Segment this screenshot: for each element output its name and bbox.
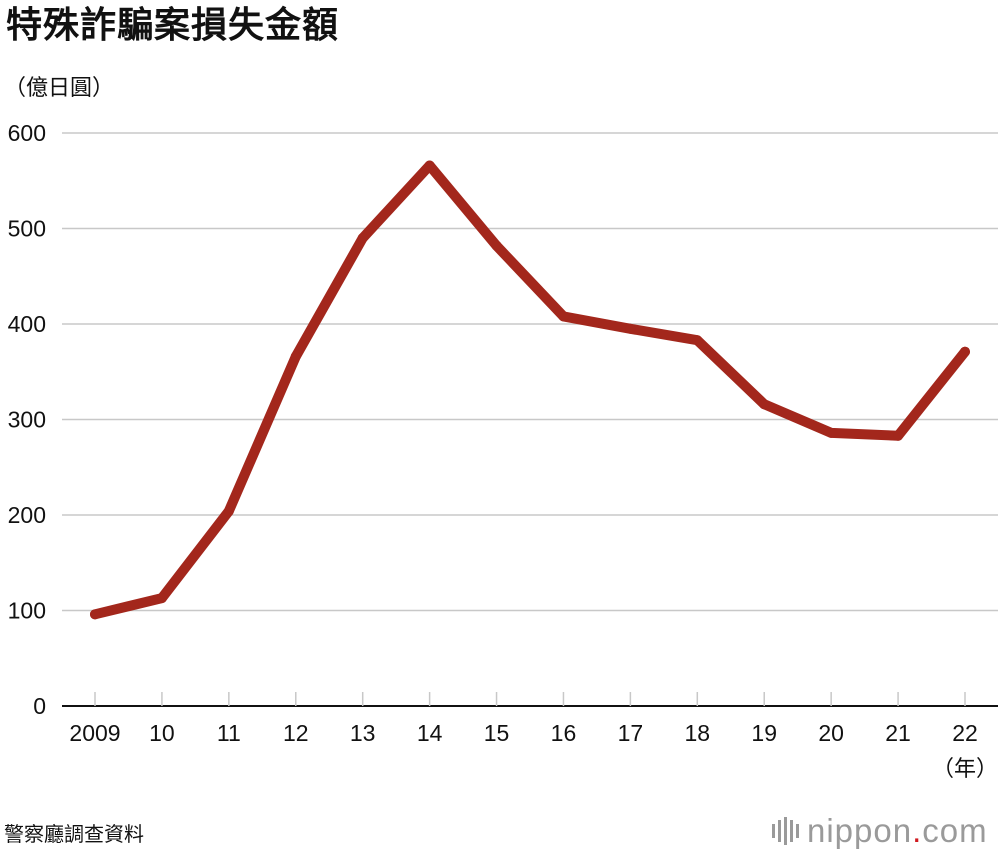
x-tick-label: 11 bbox=[217, 720, 241, 746]
data-point bbox=[960, 346, 970, 357]
nippon-bars-icon bbox=[772, 817, 799, 845]
x-tick-label: 21 bbox=[885, 720, 911, 746]
y-tick-label: 200 bbox=[8, 502, 46, 528]
x-tick-label: 18 bbox=[685, 720, 711, 746]
x-tick-label: 15 bbox=[484, 720, 510, 746]
data-series bbox=[90, 160, 970, 620]
y-tick-label: 500 bbox=[8, 216, 46, 242]
y-tick-label: 400 bbox=[8, 311, 46, 337]
source-credit: 警察廳調查資料 bbox=[4, 822, 144, 846]
gridlines bbox=[62, 132, 998, 612]
y-axis-unit-label: （億日圓） bbox=[4, 76, 115, 101]
x-tick-label: 13 bbox=[350, 720, 376, 746]
y-tick-label: 300 bbox=[8, 407, 46, 433]
x-tick-label: 14 bbox=[417, 720, 443, 746]
data-point bbox=[156, 593, 167, 604]
data-point bbox=[491, 240, 502, 251]
x-axis-unit-label: （年） bbox=[932, 757, 998, 782]
x-tick-label: 10 bbox=[149, 720, 175, 746]
y-tick-label: 600 bbox=[8, 120, 46, 146]
y-tick-label: 0 bbox=[33, 693, 46, 719]
x-tick-label: 22 bbox=[952, 720, 978, 746]
data-point bbox=[357, 233, 368, 244]
x-tick-label: 16 bbox=[551, 720, 577, 746]
data-point bbox=[223, 506, 234, 517]
data-point bbox=[759, 399, 770, 410]
data-point bbox=[893, 430, 904, 441]
chart-title: 特殊詐騙案損失金額 bbox=[6, 5, 340, 46]
line-chart: 0 100 200 300 400 500 600 2009 10 11 12 13 14 15 16 17… bbox=[8, 120, 998, 782]
y-tick-label: 100 bbox=[8, 598, 46, 624]
series-line bbox=[90, 160, 970, 620]
data-point bbox=[826, 427, 837, 438]
x-axis bbox=[62, 692, 998, 707]
x-axis-tick-labels: 2009 10 11 12 13 14 15 16 17 18 19 20 21 22 bbox=[69, 720, 977, 746]
x-tick-label: 2009 bbox=[69, 720, 120, 746]
x-tick-label: 12 bbox=[283, 720, 309, 746]
data-point bbox=[558, 311, 569, 322]
data-point bbox=[290, 351, 301, 362]
nippon-logo: nippon.com bbox=[772, 811, 988, 851]
data-point bbox=[625, 323, 636, 334]
nippon-wordmark: nippon.com bbox=[807, 812, 988, 849]
data-point bbox=[424, 160, 435, 171]
data-point bbox=[90, 609, 100, 620]
x-tick-label: 17 bbox=[618, 720, 644, 746]
x-tick-label: 19 bbox=[751, 720, 777, 746]
y-axis-tick-labels: 0 100 200 300 400 500 600 bbox=[8, 120, 46, 719]
data-point bbox=[692, 335, 703, 346]
x-tick-label: 20 bbox=[818, 720, 844, 746]
